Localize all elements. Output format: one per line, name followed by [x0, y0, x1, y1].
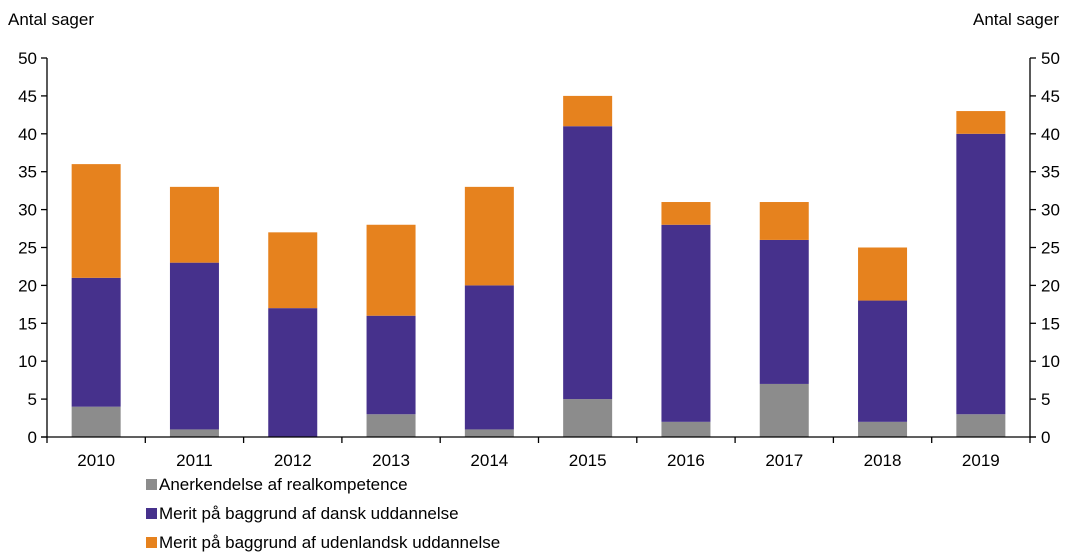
y-tick-label-right: 0	[1041, 428, 1050, 447]
bar-segment-2017-series-3	[759, 202, 809, 240]
bars-layer	[71, 95, 1006, 437]
bar-segment-2016-series-2	[661, 224, 711, 422]
bar-segment-2019-series-3	[956, 111, 1006, 134]
y-tick-label-right: 45	[1041, 87, 1060, 106]
legend-label-3: Merit på baggrund af udenlandsk uddannel…	[159, 533, 500, 552]
bar-segment-2015-series-2	[563, 126, 613, 400]
legend-swatch-1	[146, 479, 157, 490]
bar-segment-2012-series-3	[268, 232, 318, 309]
y-tick-label-left: 15	[18, 314, 37, 333]
y-tick-label-left: 45	[18, 87, 37, 106]
x-tick-label-2012: 2012	[274, 451, 312, 470]
y-tick-label-left: 10	[18, 352, 37, 371]
y-tick-label-right: 15	[1041, 314, 1060, 333]
x-tick-label-2010: 2010	[77, 451, 115, 470]
x-tick-label-2019: 2019	[962, 451, 1000, 470]
legend-label-1: Anerkendelse af realkompetence	[159, 475, 408, 494]
bar-segment-2018-series-2	[858, 300, 908, 422]
bar-segment-2016-series-3	[661, 202, 711, 225]
bar-segment-2013-series-3	[366, 224, 416, 316]
bar-segment-2014-series-3	[464, 186, 514, 286]
bar-segment-2010-series-1	[71, 406, 121, 437]
bar-segment-2018-series-3	[858, 247, 908, 301]
bar-segment-2017-series-1	[759, 383, 809, 437]
y-tick-label-right: 50	[1041, 49, 1060, 68]
y-axis-label-left: Antal sager	[8, 10, 94, 29]
axes-layer: 0 0 5 5 10 10 15 15 20 20 25 25 30 30 35 35 40 40 45 45 50 50…	[18, 49, 1060, 470]
y-tick-label-right: 40	[1041, 125, 1060, 144]
y-tick-label-right: 30	[1041, 201, 1060, 220]
x-tick-label-2014: 2014	[470, 451, 508, 470]
bar-segment-2014-series-1	[464, 429, 514, 437]
y-tick-label-left: 25	[18, 239, 37, 258]
y-tick-label-left: 20	[18, 276, 37, 295]
bar-segment-2012-series-2	[268, 308, 318, 437]
bar-segment-2015-series-1	[563, 399, 613, 437]
x-tick-label-2015: 2015	[569, 451, 607, 470]
y-tick-label-left: 35	[18, 163, 37, 182]
bar-segment-2011-series-3	[169, 186, 219, 263]
legend-label-2: Merit på baggrund af dansk uddannelse	[159, 504, 459, 523]
bar-segment-2017-series-2	[759, 239, 809, 384]
y-tick-label-left: 5	[28, 390, 37, 409]
x-tick-label-2013: 2013	[372, 451, 410, 470]
bar-segment-2016-series-1	[661, 421, 711, 437]
bar-segment-2010-series-2	[71, 277, 121, 407]
x-tick-label-2011: 2011	[176, 451, 213, 470]
bar-segment-2011-series-2	[169, 262, 219, 430]
y-tick-label-right: 20	[1041, 276, 1060, 295]
x-tick-label-2016: 2016	[667, 451, 705, 470]
bar-segment-2010-series-3	[71, 164, 121, 278]
x-tick-label-2018: 2018	[864, 451, 902, 470]
y-tick-label-left: 30	[18, 201, 37, 220]
bar-segment-2019-series-2	[956, 133, 1006, 415]
bar-segment-2015-series-3	[563, 95, 613, 127]
bar-segment-2013-series-2	[366, 315, 416, 415]
y-axis-label-right: Antal sager	[973, 10, 1059, 29]
x-tick-label-2017: 2017	[765, 451, 803, 470]
bar-segment-2013-series-1	[366, 414, 416, 437]
legend-swatch-3	[146, 537, 157, 548]
legend: Anerkendelse af realkompetence Merit på b…	[146, 475, 500, 552]
y-tick-label-left: 50	[18, 49, 37, 68]
y-tick-label-right: 5	[1041, 390, 1050, 409]
y-tick-label-left: 0	[28, 428, 37, 447]
bar-segment-2014-series-2	[464, 285, 514, 430]
y-tick-label-left: 40	[18, 125, 37, 144]
y-tick-label-right: 35	[1041, 163, 1060, 182]
y-tick-label-right: 10	[1041, 352, 1060, 371]
legend-swatch-2	[146, 508, 157, 519]
bar-segment-2018-series-1	[858, 421, 908, 437]
bar-segment-2019-series-1	[956, 414, 1006, 437]
bar-segment-2011-series-1	[169, 429, 219, 437]
y-tick-label-right: 25	[1041, 239, 1060, 258]
